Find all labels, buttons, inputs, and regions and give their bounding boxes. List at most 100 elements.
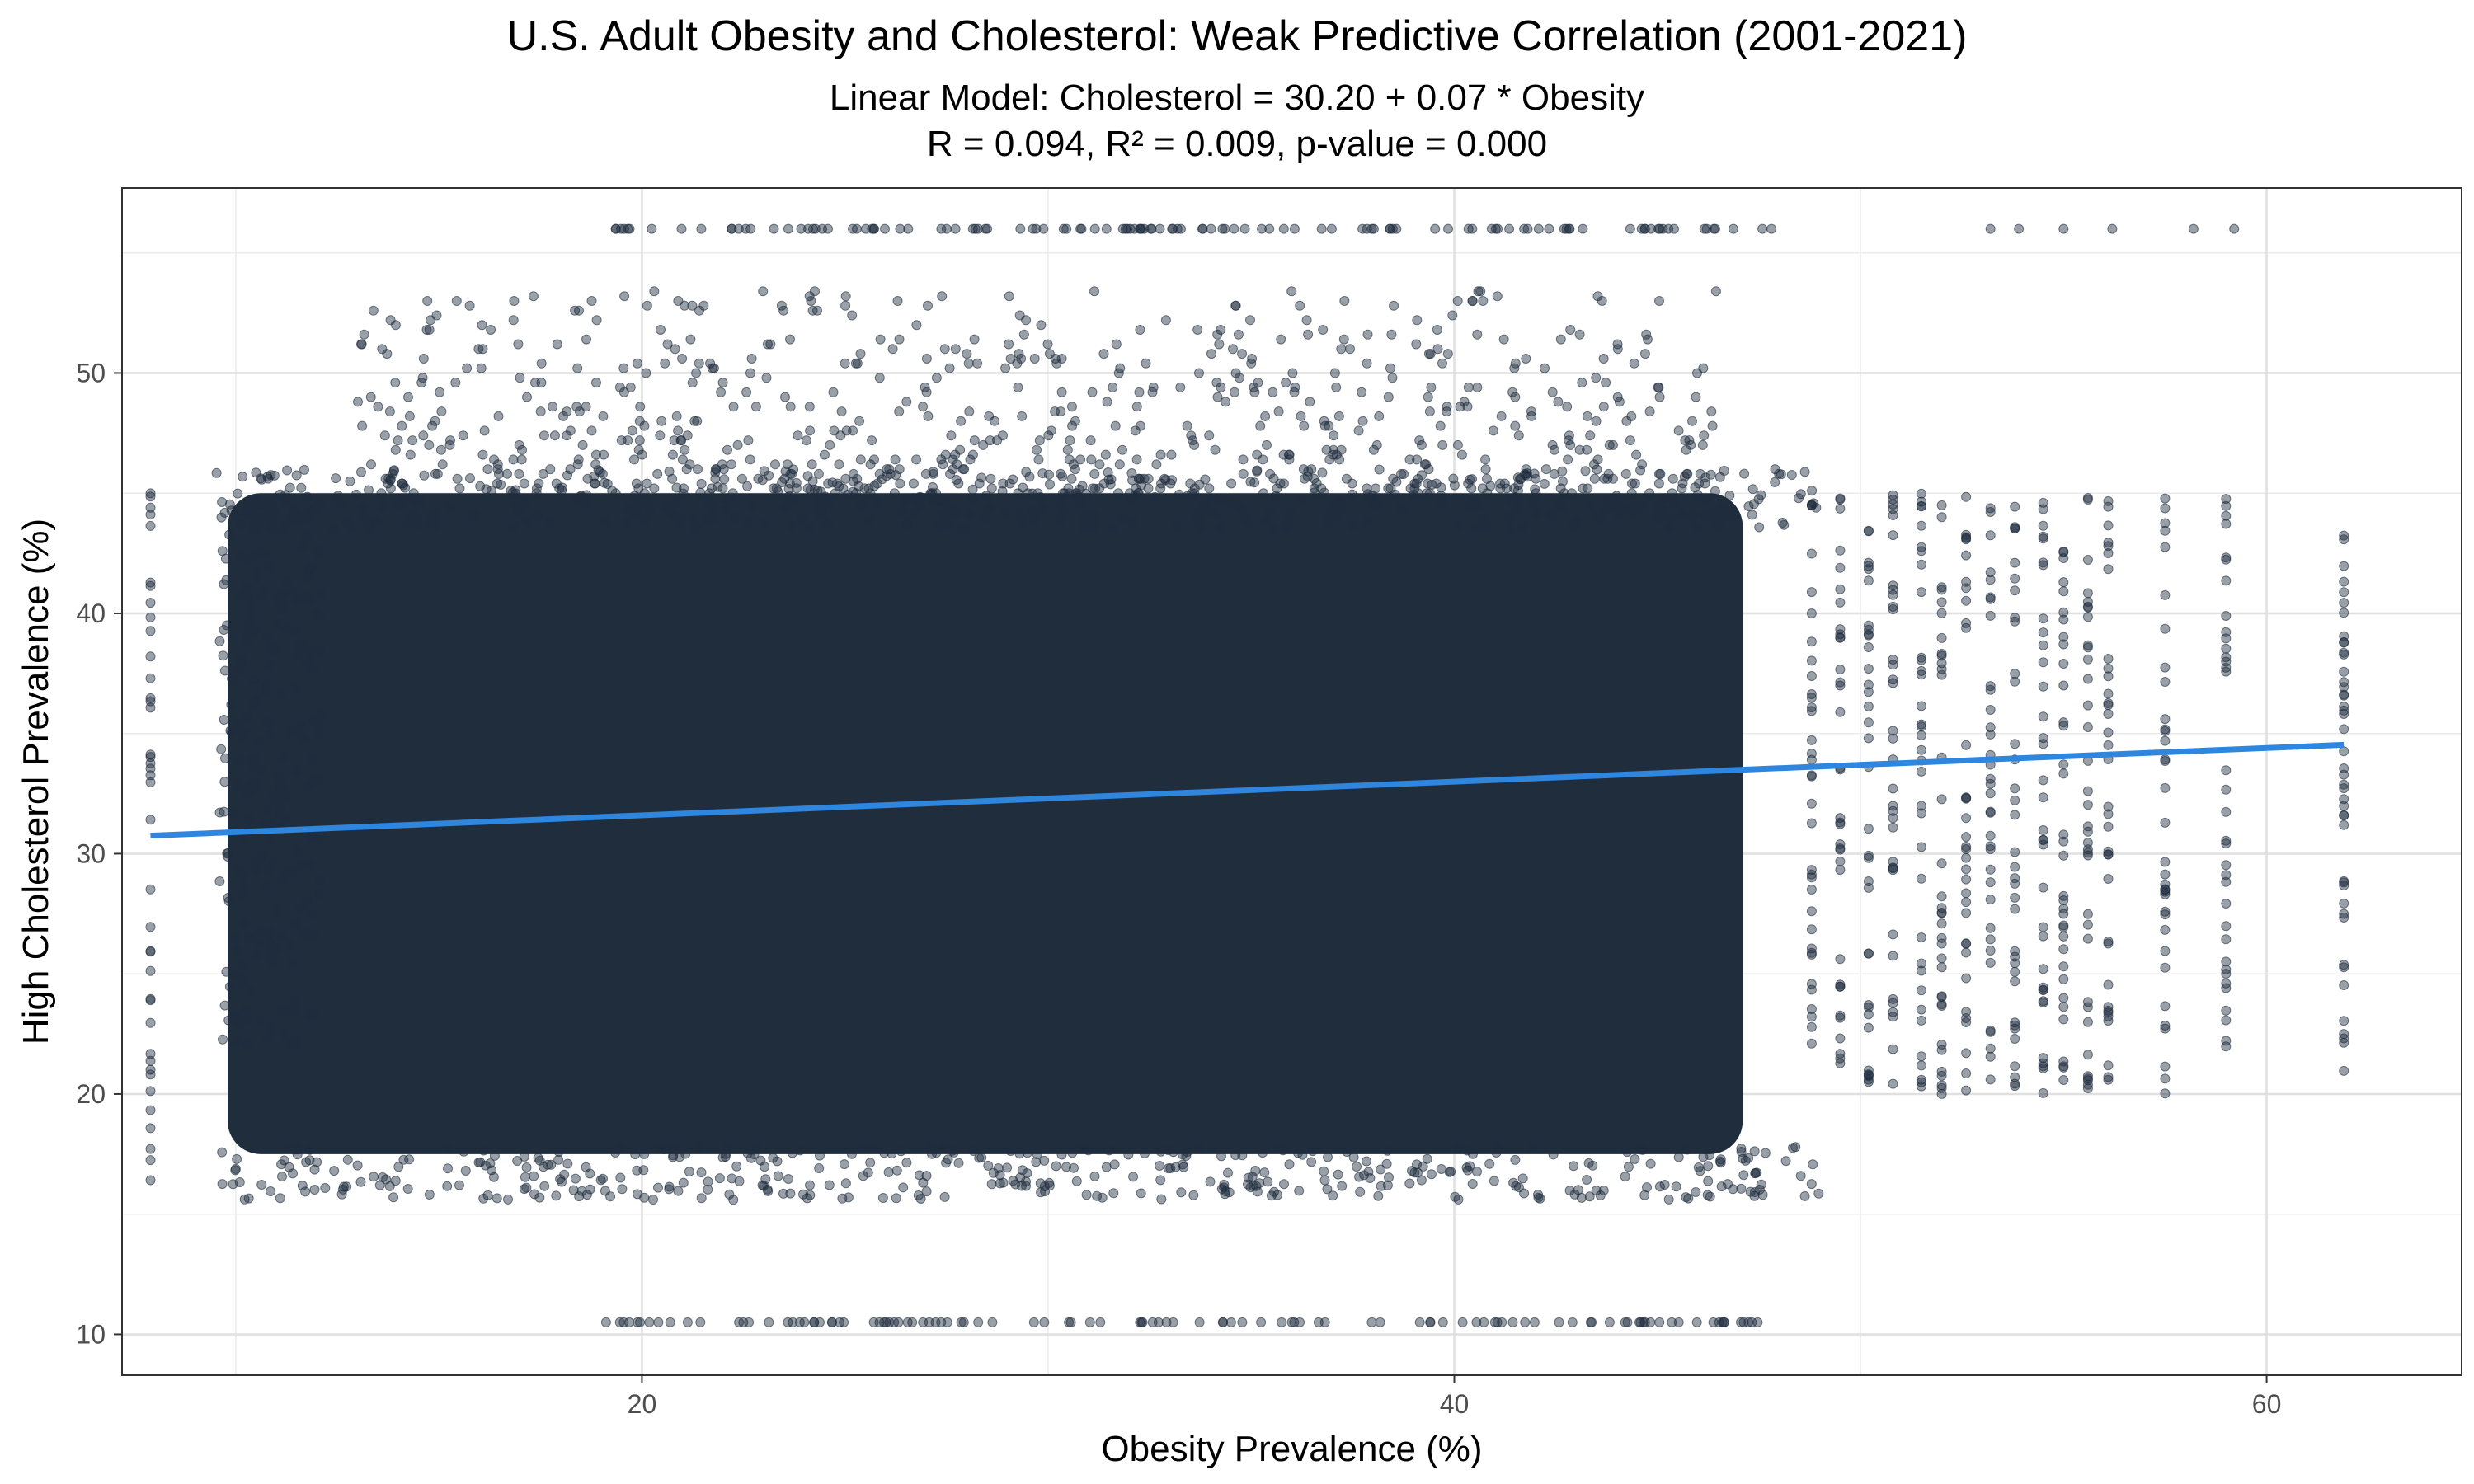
scatter-point [570, 1173, 581, 1184]
scatter-point [238, 732, 247, 743]
scatter-point [804, 291, 815, 302]
scatter-point [1065, 435, 1075, 446]
scatter-point [1086, 454, 1097, 465]
scatter-point [1654, 1317, 1665, 1327]
scatter-point [1479, 1317, 1489, 1327]
scatter-point [891, 1193, 901, 1204]
scatter-point [1985, 877, 1996, 888]
scatter-point [230, 932, 241, 943]
scatter-point [1985, 684, 1996, 695]
scatter-point [1058, 223, 1069, 234]
scatter-point [1531, 473, 1541, 484]
scatter-point [1985, 1026, 1996, 1037]
scatter-point [887, 1148, 897, 1159]
scatter-point [1788, 1143, 1798, 1153]
scatter-point [2038, 1087, 2048, 1098]
scatter-point [486, 325, 496, 335]
scatter-point [1936, 962, 1947, 973]
scatter-point [577, 439, 588, 450]
scatter-point [1985, 807, 1996, 818]
scatter-point [1835, 1033, 1846, 1044]
scatter-point [1835, 1010, 1846, 1021]
scatter-point [1888, 993, 1898, 1004]
scatter-point [342, 1154, 353, 1165]
scatter-point [1148, 382, 1159, 392]
scatter-point [2038, 531, 2048, 542]
scatter-point [1475, 286, 1486, 297]
scatter-point [1936, 608, 1947, 618]
scatter-point [1504, 223, 1515, 234]
scatter-point [236, 657, 247, 667]
scatter-point [923, 300, 933, 311]
scatter-point [786, 520, 797, 531]
scatter-point [539, 1181, 550, 1191]
scatter-point [1348, 1152, 1359, 1162]
scatter-point [941, 1158, 952, 1168]
scatter-point [895, 223, 905, 234]
scatter-point [232, 1153, 242, 1164]
scatter-point [275, 931, 286, 942]
scatter-point [489, 1150, 500, 1161]
scatter-point [1692, 490, 1703, 500]
scatter-point [1259, 516, 1270, 527]
scatter-point [145, 922, 156, 932]
scatter-point [1703, 1161, 1714, 1172]
scatter-point [639, 488, 650, 499]
scatter-point [1042, 339, 1053, 350]
scatter-point [307, 909, 317, 919]
scatter-point [1098, 478, 1109, 489]
scatter-point [365, 524, 375, 534]
scatter-point [236, 551, 246, 561]
scatter-point [1916, 766, 1926, 777]
scatter-point [1194, 506, 1205, 517]
scatter-point [987, 1317, 998, 1327]
scatter-point [2038, 922, 2048, 932]
scatter-point [1644, 488, 1655, 499]
scatter-point [551, 1190, 562, 1201]
scatter-point [1462, 402, 1473, 412]
scatter-point [562, 1158, 573, 1169]
scatter-point [234, 665, 245, 675]
scatter-point [802, 483, 813, 494]
scatter-point [517, 444, 527, 455]
scatter-point [572, 459, 583, 470]
scatter-point [1582, 1175, 1592, 1185]
scatter-point [1088, 483, 1098, 494]
scatter-point [145, 965, 156, 976]
scatter-point [2010, 669, 2020, 679]
scatter-point [1888, 604, 1898, 614]
scatter-point [219, 806, 229, 817]
y-tick-label: 50 [76, 358, 106, 387]
scatter-point [1835, 545, 1846, 556]
scatter-point [1584, 1191, 1595, 1202]
scatter-point [2103, 874, 2114, 884]
scatter-point [1088, 519, 1098, 530]
scatter-point [1194, 1317, 1205, 1327]
scatter-point [2010, 878, 2020, 889]
scatter-point [1591, 373, 1602, 383]
scatter-point [2160, 857, 2171, 867]
scatter-point [1686, 511, 1697, 522]
scatter-point [707, 483, 717, 494]
scatter-point [1113, 488, 1123, 499]
scatter-point [2038, 882, 2048, 893]
scatter-point [1752, 1317, 1763, 1327]
scatter-point [2221, 835, 2232, 846]
scatter-point [1245, 315, 1255, 326]
scatter-point [145, 488, 156, 499]
scatter-point [1985, 946, 1996, 956]
scatter-point [519, 478, 529, 489]
scatter-point [716, 387, 727, 397]
scatter-point [1182, 420, 1192, 431]
scatter-point [1216, 493, 1227, 504]
scatter-point [1806, 655, 1817, 666]
scatter-point [1631, 449, 1642, 460]
scatter-point [243, 593, 254, 603]
scatter-point [266, 523, 276, 533]
scatter-point [1103, 467, 1113, 477]
scatter-point [856, 500, 867, 510]
scatter-point [794, 1317, 805, 1327]
scatter-point [939, 1191, 950, 1202]
scatter-point [145, 884, 156, 895]
scatter-point [1374, 464, 1385, 475]
